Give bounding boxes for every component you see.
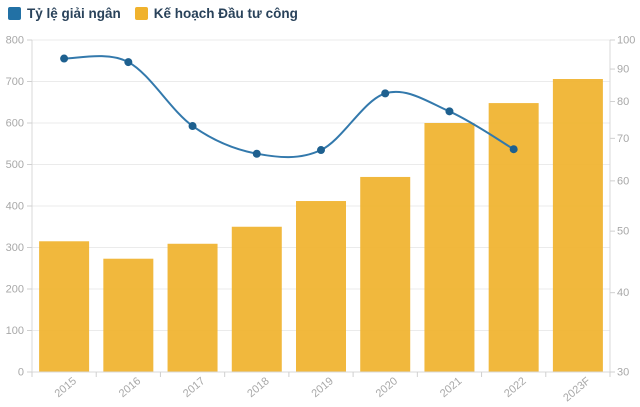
bar-2016[interactable]: [103, 258, 154, 372]
axis-tick-label: 500: [6, 159, 24, 171]
axis-tick-label: 2015: [53, 375, 79, 400]
axis-tick-label: 70: [617, 133, 629, 145]
bar-2021[interactable]: [424, 123, 475, 372]
axis-tick-label: 2023F: [561, 375, 593, 404]
axis-tick-label: 2017: [181, 375, 207, 400]
disbursement-rate-line: [64, 55, 515, 159]
legend-label-disbursement-rate: Tỷ lệ giải ngân: [27, 6, 121, 21]
bar-2019[interactable]: [296, 201, 346, 372]
axis-tick-label: 90: [617, 64, 629, 76]
axis-tick-label: 2016: [117, 375, 143, 400]
axis-tick-label: 2022: [502, 375, 528, 400]
line-point-2015[interactable]: [60, 54, 69, 63]
axis-tick-label: 2021: [438, 375, 464, 400]
axis-tick-label: 100: [617, 35, 635, 47]
legend-item-investment-plan[interactable]: Kế hoạch Đầu tư công: [134, 6, 298, 21]
bar-2015[interactable]: [39, 241, 90, 372]
legend-swatch-yellow-icon: [134, 7, 148, 21]
line-point-2018[interactable]: [252, 149, 261, 158]
axis-tick-label: 2020: [374, 375, 400, 400]
line-point-2020[interactable]: [381, 89, 390, 98]
axis-tick-label: 600: [6, 118, 24, 130]
legend-item-disbursement-rate[interactable]: Tỷ lệ giải ngân: [8, 7, 121, 21]
line-point-2019[interactable]: [317, 146, 325, 155]
bar-2017[interactable]: [167, 243, 218, 372]
axis-tick-label: 200: [6, 284, 24, 296]
axis-tick-label: 40: [617, 287, 629, 299]
axis-tick-label: 0: [18, 367, 24, 379]
chart-legend: Tỷ lệ giải ngân Kế hoạch Đầu tư công: [8, 7, 298, 21]
line-point-2016[interactable]: [124, 58, 133, 67]
axis-tick-label: 60: [617, 175, 629, 187]
axis-tick-label: 2018: [245, 375, 271, 400]
bar-2022[interactable]: [488, 103, 539, 372]
axis-tick-label: 50: [617, 226, 629, 238]
axis-tick-label: 80: [617, 96, 629, 108]
bar-2020[interactable]: [360, 176, 411, 372]
axis-tick-label: 30: [617, 367, 629, 379]
bar-2023F[interactable]: [552, 79, 603, 372]
axis-tick-label: 2019: [309, 375, 335, 400]
axis-tick-label: 400: [6, 201, 24, 213]
line-point-2022[interactable]: [509, 145, 518, 154]
axis-tick-label: 700: [6, 76, 24, 88]
line-point-2017[interactable]: [188, 122, 197, 131]
bar-2018[interactable]: [231, 226, 282, 372]
legend-label-investment-plan: Kế hoạch Đầu tư công: [153, 6, 298, 21]
legend-swatch-blue-icon: [8, 7, 21, 21]
axis-tick-label: 800: [6, 35, 24, 47]
axis-tick-label: 300: [6, 242, 24, 254]
line-point-2021[interactable]: [445, 107, 454, 116]
axis-tick-label: 100: [6, 325, 24, 337]
